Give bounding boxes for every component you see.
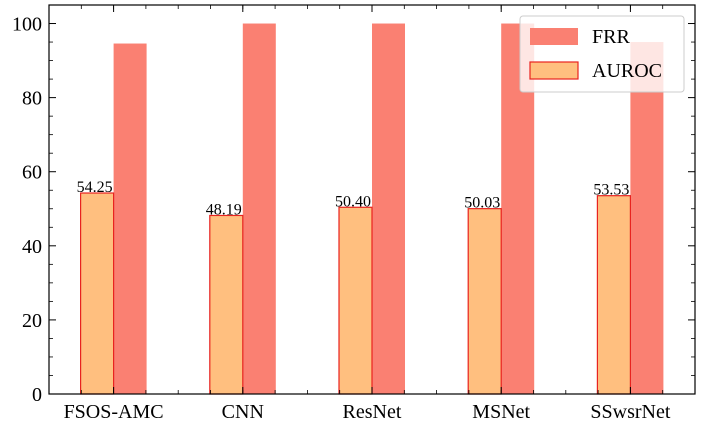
data-label-auroc-msnet: 50.03 bbox=[464, 195, 500, 212]
y-tick-label: 80 bbox=[22, 88, 42, 110]
legend: FRR AUROC bbox=[519, 15, 685, 93]
legend-swatch-auroc bbox=[529, 61, 579, 80]
y-tick-label: 100 bbox=[12, 14, 42, 36]
x-tick-label: CNN bbox=[222, 401, 264, 423]
bar-auroc-msnet bbox=[467, 208, 502, 395]
bar-frr-fsos-amc bbox=[113, 43, 147, 395]
x-tick-label: FSOS-AMC bbox=[64, 401, 164, 423]
x-tick-label: ResNet bbox=[343, 401, 402, 423]
bar-frr-cnn bbox=[242, 23, 276, 395]
bar-frr-sswsrnet bbox=[630, 42, 664, 395]
bars-layer bbox=[79, 23, 664, 395]
data-label-auroc-sswsrnet: 53.53 bbox=[593, 182, 629, 199]
labels-layer: 54.25 48.19 50.40 50.03 53.53 0 20 40 60 80 100 FSO… bbox=[12, 14, 671, 423]
y-tick-label: 0 bbox=[32, 384, 42, 406]
y-tick-label: 20 bbox=[22, 310, 42, 332]
legend-label-frr: FRR bbox=[592, 26, 630, 48]
bar-auroc-resnet bbox=[338, 206, 373, 395]
data-label-auroc-fsos-amc: 54.25 bbox=[77, 179, 113, 196]
axes-layer bbox=[48, 4, 696, 395]
x-tick-label: MSNet bbox=[472, 401, 530, 423]
data-label-auroc-resnet: 50.40 bbox=[335, 193, 371, 210]
y-tick-label: 40 bbox=[22, 236, 42, 258]
legend-label-auroc: AUROC bbox=[592, 60, 662, 82]
bar-auroc-sswsrnet bbox=[596, 195, 632, 395]
bar-auroc-cnn bbox=[209, 214, 244, 395]
legend-swatch-frr bbox=[530, 28, 578, 45]
x-tick-label: SSwsrNet bbox=[590, 401, 670, 423]
y-tick-label: 60 bbox=[22, 162, 42, 184]
data-label-auroc-cnn: 48.19 bbox=[206, 201, 242, 218]
bar-frr-resnet bbox=[372, 23, 405, 395]
bar-auroc-fsos-amc bbox=[79, 192, 115, 395]
